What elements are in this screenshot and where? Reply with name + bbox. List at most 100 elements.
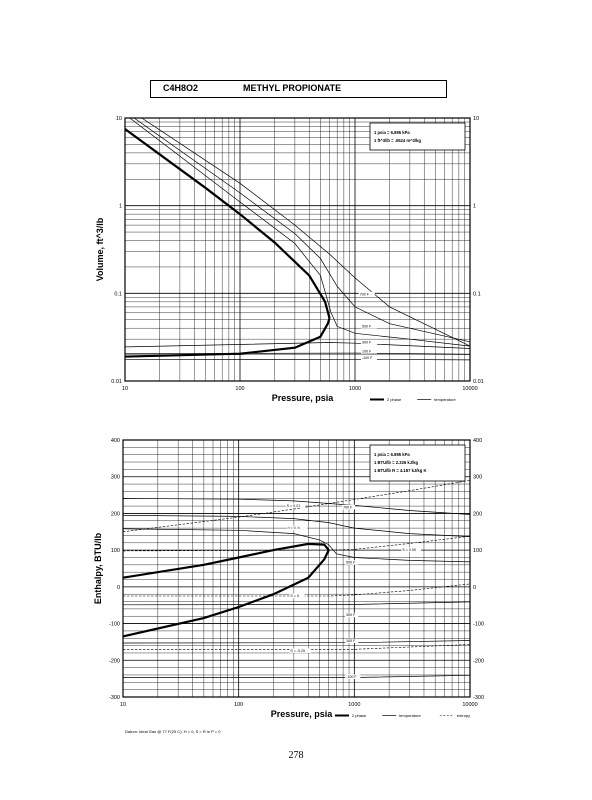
series-label: 700 F [360, 292, 370, 296]
legend-label: temperature [434, 397, 456, 402]
y-tick-label: 1 [119, 204, 122, 210]
y-tick-label-right: 100 [473, 548, 482, 554]
y-tick-label: 400 [111, 438, 120, 444]
isotherm-line [122, 498, 471, 515]
isotherm-line [124, 352, 471, 355]
gridlines [124, 118, 470, 382]
y-tick-label-right: 10 [473, 116, 479, 122]
label-backdrop [358, 291, 375, 297]
label-backdrop [285, 503, 306, 508]
title-box: C4H8O2 METHYL PROPIONATE [150, 80, 447, 98]
series-group [124, 117, 471, 361]
y-tick-label: -100 [109, 622, 120, 628]
x-tick-label: 1000 [349, 386, 361, 392]
compound-formula: C4H8O2 [163, 83, 199, 93]
label-backdrop [360, 323, 377, 329]
isotherm-line [133, 117, 471, 343]
y-tick-label-right: 0 [473, 585, 476, 591]
label-backdrop [360, 339, 377, 345]
entropy-line [123, 644, 471, 650]
isotherm-line [122, 514, 471, 537]
saturation-curve [122, 549, 330, 638]
isotherm-line [122, 640, 471, 644]
x-tick-label: 1000 [348, 702, 360, 708]
x-tick-label: 10000 [462, 702, 477, 708]
entropy-line [123, 583, 471, 597]
y-tick-label-right: 0.1 [473, 291, 481, 297]
series-label: 700 F [343, 505, 353, 509]
y-tick-label-right: 0.01 [473, 379, 484, 385]
conversion-box [369, 444, 466, 482]
label-backdrop [345, 638, 359, 644]
series-label: -100 F [362, 356, 373, 360]
label-backdrop [360, 355, 377, 361]
label-backdrop [360, 348, 377, 354]
isotherm-line [122, 601, 471, 606]
y-tick-label: 0.01 [111, 379, 122, 385]
label-backdrop [342, 504, 356, 510]
y-tick-label: 200 [111, 511, 120, 517]
isotherm-line [122, 528, 471, 563]
series-label: 500 F [362, 324, 372, 328]
x-tick-label: 100 [235, 386, 244, 392]
y-tick-label-right: 1 [473, 204, 476, 210]
label-backdrop [345, 560, 359, 565]
y-tick-label: 300 [111, 475, 120, 481]
y-tick-label: 0.1 [114, 291, 122, 297]
conversion-text: 1 ft^3/lb = .0624 m^3/kg [374, 138, 421, 143]
y-axis-label: Enthalpy, BTU/lb [93, 532, 103, 604]
series-label: 500 F [346, 561, 356, 565]
label-backdrop [289, 593, 305, 599]
plot-frame [122, 439, 471, 698]
label-backdrop [345, 612, 359, 618]
y-tick-label-right: 200 [473, 511, 482, 517]
saturation-curve [124, 128, 331, 319]
conversion-text: 1 BTU/lb = 2.326 kJ/kg [374, 460, 419, 465]
isotherm-line [124, 342, 471, 349]
series-label: S = 0.09 [402, 548, 416, 552]
isotherm-line [129, 117, 471, 347]
y-tick-label: -300 [109, 695, 120, 701]
series-label: t = 0. h [289, 526, 300, 530]
conversion-text: 1 psia = 6.895 kPa [374, 130, 410, 135]
isotherm-line [141, 117, 471, 347]
series-label: 300 F [362, 340, 372, 344]
x-tick-label: 100 [234, 702, 243, 708]
y-tick-label: 0 [117, 585, 120, 591]
series-label: S = 0. [290, 594, 300, 598]
entropy-line [122, 480, 471, 533]
y-axis-label: Volume, ft^3/lb [95, 217, 105, 281]
label-backdrop [287, 525, 308, 531]
isotherm-line [123, 674, 471, 678]
y-tick-label: -200 [109, 658, 120, 664]
label-backdrop [345, 674, 361, 680]
saturation-curve [122, 542, 330, 579]
legend-label: temperature [399, 713, 421, 718]
series-label: 100 F [362, 349, 372, 353]
page-number: 278 [288, 750, 304, 761]
saturation-curve [124, 317, 331, 358]
conversion-box [369, 122, 466, 151]
y-tick-label-right: -200 [473, 658, 484, 664]
legend: 2 phase temperature entropy [335, 713, 470, 718]
series-label: S = -0.25 [290, 649, 305, 653]
plot-frame [124, 117, 471, 382]
conversion-text: 1 BTU/lb R = 4.187 kJ/kg K [374, 468, 426, 473]
legend: 2 phase temperature [370, 397, 457, 402]
legend-label: 2 phase [387, 397, 402, 402]
series-label: 100 F [346, 639, 356, 643]
y-tick-label-right: 400 [473, 438, 482, 444]
x-axis-label: Pressure, psia [271, 709, 334, 719]
x-tick-label: 10000 [462, 386, 477, 392]
y-tick-label-right: -300 [473, 695, 484, 701]
series-label: 300 F [346, 613, 356, 617]
chart-2: S = 0.21 700 F t = 0. h S = 0.09 500 F S = 0.… [93, 438, 484, 719]
y-tick-label-right: 300 [473, 475, 482, 481]
legend-label: entropy [457, 713, 470, 718]
legend-label: 2 phase [352, 713, 367, 718]
isotherm-line [124, 358, 471, 361]
y-tick-label: 100 [111, 548, 120, 554]
entropy-line [122, 535, 471, 552]
label-backdrop [401, 547, 421, 552]
